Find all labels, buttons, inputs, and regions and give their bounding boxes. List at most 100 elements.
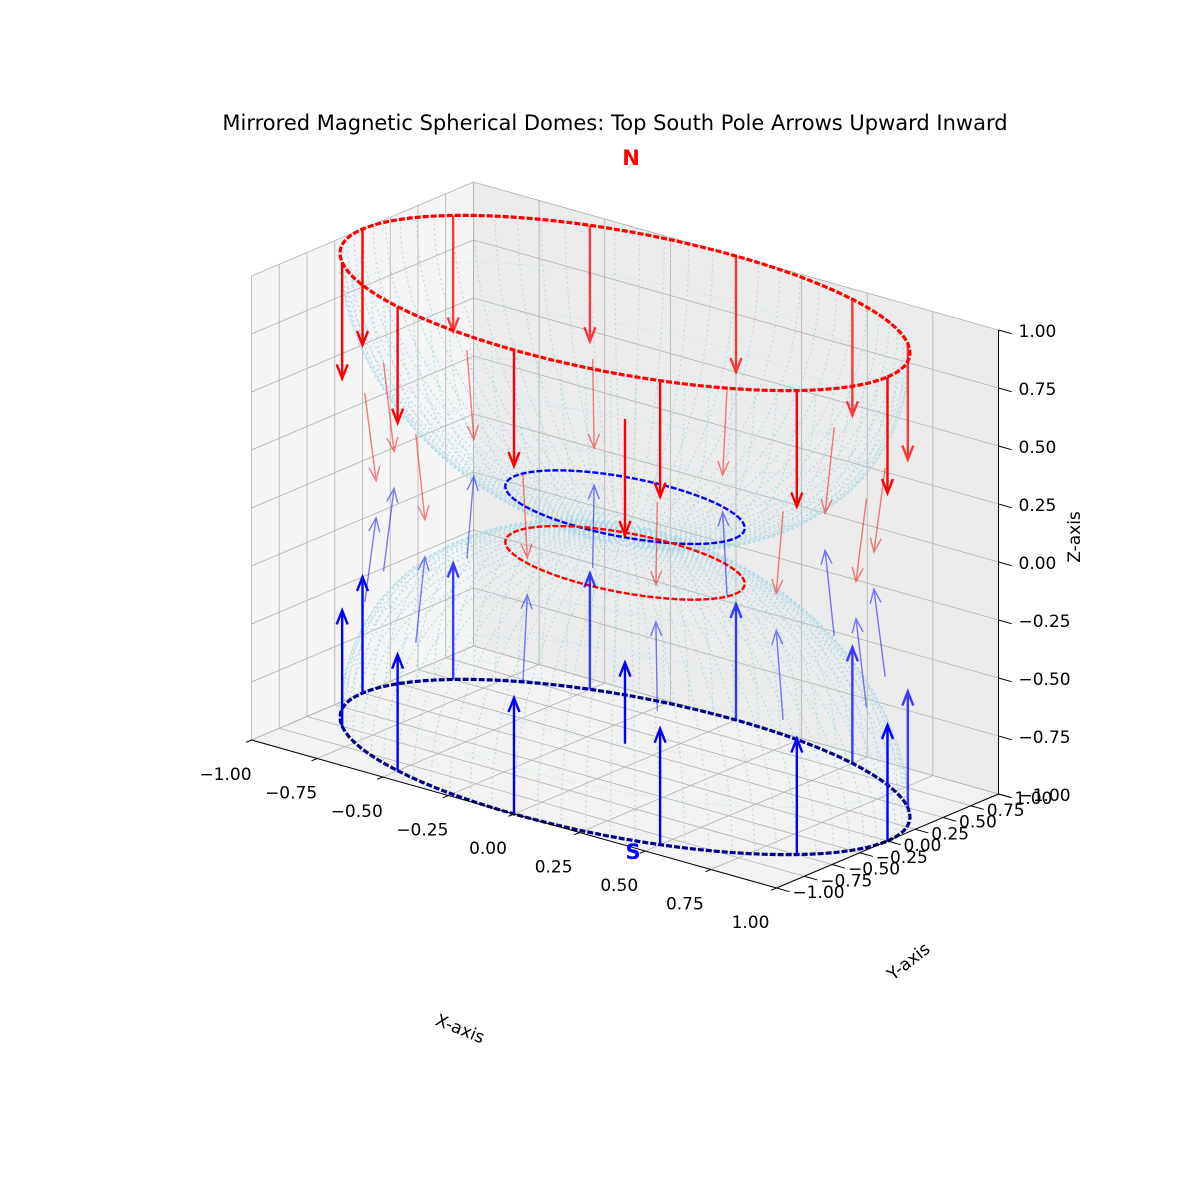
arrow-bottom-rim xyxy=(729,600,743,720)
arrow-top-inner-head xyxy=(368,465,381,483)
arrow-top-rim xyxy=(653,380,667,500)
x-tick-label: 0.75 xyxy=(666,895,704,915)
y-tick-label: 0.75 xyxy=(987,801,1025,821)
surface-meridian-bottom xyxy=(624,534,908,827)
surface-meridian-top xyxy=(624,384,865,550)
surface-meridian-bottom xyxy=(589,521,626,690)
z-tick-mark xyxy=(998,677,1012,683)
z-tick-label: 0.00 xyxy=(1019,554,1057,574)
x-tick-mark xyxy=(770,887,777,891)
arrow-top-inner-shaft xyxy=(382,362,395,452)
y-tick-mark xyxy=(859,852,874,857)
surface-meridian-bottom xyxy=(624,534,911,821)
gridline-back-z xyxy=(473,355,999,505)
surface-meridian-top xyxy=(624,376,636,548)
arrow-bottom-rim xyxy=(355,573,370,693)
arrow-top-rim-head xyxy=(335,363,349,382)
arrow-bottom-inner xyxy=(364,515,381,603)
arrow-top-inner xyxy=(869,467,886,555)
gridline-left-z xyxy=(251,413,474,509)
gridline-left-z xyxy=(251,355,474,451)
arrow-bottom-inner xyxy=(771,628,784,721)
surface-meridian-bottom xyxy=(564,520,626,687)
surface-meridian-bottom xyxy=(624,534,817,854)
arrow-bottom-rim-head xyxy=(729,600,743,619)
surface-meridian-bottom xyxy=(472,518,626,680)
z-tick-label: −1.00 xyxy=(1019,786,1071,806)
surface-meridian-bottom xyxy=(624,530,760,727)
arrow-bottom-inner-shaft xyxy=(591,485,595,568)
arrow-top-rim xyxy=(391,306,405,426)
arrow-bottom-inner xyxy=(520,593,533,683)
y-tick-mark xyxy=(998,793,1012,799)
surface-meridian-top xyxy=(614,229,626,536)
arrow-bottom-rim xyxy=(583,570,597,690)
arrow-top-inner-head xyxy=(771,578,784,596)
arrow-bottom-inner-shaft xyxy=(522,594,529,683)
arrow-bottom-inner-head xyxy=(717,510,730,527)
inner-ring-red xyxy=(504,524,746,601)
arrow-top-rim xyxy=(583,225,597,345)
surface-meridian-bottom xyxy=(585,534,626,832)
arrow-bottom-inner-head xyxy=(466,474,479,492)
x-tick-label: 0.00 xyxy=(469,839,507,859)
arrow-top-inner-head xyxy=(466,424,479,442)
surface-meridian-top xyxy=(624,291,838,536)
z-axis-label: Z-axis xyxy=(1065,511,1085,563)
surface-meridian-bottom xyxy=(415,519,626,682)
arrow-bottom-inner-shaft xyxy=(824,550,835,637)
arrow-top-rim xyxy=(790,390,804,510)
arrow-bottom-inner xyxy=(382,486,399,572)
arrow-top-rim xyxy=(901,343,915,463)
arrow-top-inner-head xyxy=(386,436,399,454)
surface-meridian-bottom xyxy=(624,534,636,841)
arrow-bottom-rim xyxy=(880,721,895,841)
arrow-bottom-inner-head xyxy=(520,593,533,610)
surface-meridian-bottom xyxy=(624,534,710,851)
surface-meridian-top xyxy=(624,238,665,536)
arrow-top-inner-head xyxy=(717,460,730,477)
y-tick-mark xyxy=(942,817,957,822)
surface-meridian-bottom xyxy=(370,534,626,756)
surface-meridian-bottom xyxy=(624,534,851,851)
arrow-top-inner-head xyxy=(649,570,663,587)
arrow-top-inner xyxy=(851,498,868,584)
arrow-top-inner xyxy=(649,502,663,587)
grid-lines xyxy=(251,181,999,889)
field-arrows xyxy=(335,213,915,857)
surface-meridian-top xyxy=(490,343,626,540)
y-tick-label: −0.25 xyxy=(876,848,928,868)
arrow-bottom-inner xyxy=(466,474,479,559)
arrow-bottom-inner-shaft xyxy=(721,512,728,597)
arrow-bottom-inner-head xyxy=(851,616,864,634)
arrow-top-inner-shaft xyxy=(775,511,784,594)
x-tick-label: −0.50 xyxy=(331,802,383,822)
arrow-top-inner xyxy=(415,433,430,522)
arrow-bottom-rim-head xyxy=(583,570,597,588)
z-tick-mark xyxy=(998,445,1012,451)
arrow-top-inner-shaft xyxy=(415,433,426,520)
gridline-floor-y xyxy=(417,669,944,818)
surface-meridian-top xyxy=(624,386,851,551)
surface-meridian-top xyxy=(472,215,626,536)
arrow-top-inner xyxy=(520,473,533,560)
surface-meridian-top xyxy=(339,255,626,536)
z-tick-mark xyxy=(998,619,1012,625)
x-tick-mark xyxy=(508,813,515,817)
arrow-top-rim-head xyxy=(583,326,597,345)
arrow-bottom-rim xyxy=(391,651,405,771)
surface-meridian-bottom xyxy=(372,521,626,690)
surface-meridian-bottom xyxy=(624,534,889,842)
arrow-top-inner-shaft xyxy=(522,473,529,558)
y-tick-mark xyxy=(915,828,929,834)
surface-meridian-bottom xyxy=(624,534,661,845)
arrow-bottom-inner-shaft xyxy=(855,618,868,708)
x-tick-mark xyxy=(377,776,383,780)
surface-meridian-top xyxy=(624,380,661,549)
arrow-bottom-rim-head xyxy=(845,644,859,662)
surface-meridian-bottom xyxy=(345,531,626,734)
y-tick-mark xyxy=(804,875,818,881)
z-tick-mark xyxy=(998,329,1012,335)
surface-meridian-bottom xyxy=(624,534,904,832)
surface-parallel-top xyxy=(423,404,827,530)
